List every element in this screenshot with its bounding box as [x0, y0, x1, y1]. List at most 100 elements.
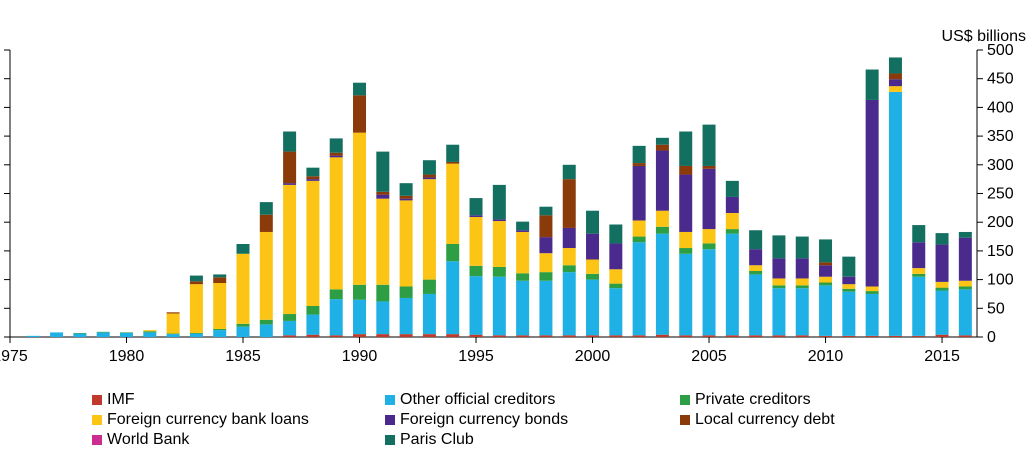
bar-segment-foreign-currency-bonds-2015 — [935, 244, 949, 282]
bar-segment-imf-1990 — [353, 334, 367, 337]
bar-segment-private-creditors-1998 — [539, 272, 553, 281]
bar-segment-private-creditors-1992 — [399, 286, 413, 298]
bar-segment-foreign-currency-bonds-1997 — [516, 230, 530, 232]
legend-label: World Bank — [107, 431, 190, 448]
bar-segment-paris-club-2011 — [842, 256, 856, 277]
bar-segment-imf-2016 — [958, 335, 972, 337]
bar-segment-imf-2011 — [842, 335, 856, 337]
bar-segment-foreign-currency-bank-loans-1996 — [492, 221, 506, 267]
bar-segment-paris-club-2005 — [702, 124, 716, 166]
bar-segment-private-creditors-1978 — [73, 332, 87, 334]
bar-segment-other-official-creditors-1985 — [236, 326, 250, 337]
legend-item-other-official-creditors: Other official creditors — [385, 391, 555, 409]
y-tick-label-450: 450 — [987, 71, 1014, 88]
bar-segment-local-currency-debt-1992 — [399, 195, 413, 199]
bar-segment-foreign-currency-bank-loans-2010 — [819, 276, 833, 283]
bar-segment-foreign-currency-bonds-1987 — [283, 183, 297, 185]
x-tick-label-2015: 2015 — [924, 348, 960, 365]
bar-segment-paris-club-2015 — [935, 233, 949, 245]
bar-segment-other-official-creditors-1986 — [259, 324, 273, 337]
bar-segment-foreign-currency-bank-loans-2000 — [586, 259, 600, 274]
bar-segment-paris-club-1996 — [492, 184, 506, 220]
x-tick-label-1985: 1985 — [225, 348, 261, 365]
bar-segment-paris-club-1983 — [189, 275, 203, 282]
bar-segment-other-official-creditors-1977 — [50, 332, 64, 337]
bar-segment-foreign-currency-bonds-2014 — [912, 242, 926, 269]
bar-segment-foreign-currency-bonds-2005 — [702, 168, 716, 230]
bar-segment-local-currency-debt-1994 — [446, 161, 460, 164]
bar-segment-paris-club-1992 — [399, 183, 413, 196]
bar-segment-foreign-currency-bonds-2001 — [609, 243, 623, 270]
bar-segment-paris-club-2007 — [749, 230, 763, 250]
legend-label: Foreign currency bonds — [400, 411, 569, 428]
bar-segment-local-currency-debt-1990 — [353, 95, 367, 133]
bar-segment-paris-club-1987 — [283, 131, 297, 152]
bar-segment-private-creditors-1983 — [189, 332, 203, 334]
bar-segment-paris-club-1991 — [376, 151, 390, 192]
bar-segment-imf-2012 — [865, 335, 879, 337]
bar-segment-other-official-creditors-1998 — [539, 280, 553, 336]
bar-segment-private-creditors-2000 — [586, 273, 600, 280]
legend-item-private-creditors: Private creditors — [680, 391, 811, 409]
bar-segment-local-currency-debt-2004 — [679, 165, 693, 175]
bar-segment-other-official-creditors-1995 — [469, 276, 483, 335]
bar-segment-foreign-currency-bank-loans-2001 — [609, 269, 623, 284]
bar-segment-private-creditors-1980 — [120, 332, 134, 333]
bar-segment-local-currency-debt-1989 — [329, 152, 343, 156]
bar-segment-imf-1997 — [516, 335, 530, 337]
bar-segment-foreign-currency-bank-loans-1990 — [353, 132, 367, 285]
bar-segment-imf-2014 — [912, 335, 926, 337]
bar-segment-foreign-currency-bonds-2002 — [632, 165, 646, 221]
bar-segment-foreign-currency-bonds-1993 — [422, 177, 436, 180]
bar-segment-local-currency-debt-1993 — [422, 174, 436, 178]
bar-segment-other-official-creditors-1996 — [492, 276, 506, 336]
bar-segment-foreign-currency-bank-loans-2008 — [772, 278, 786, 286]
bar-segment-imf-1998 — [539, 335, 553, 337]
bar-segment-foreign-currency-bank-loans-1981 — [143, 330, 157, 332]
legend-swatch — [92, 395, 102, 405]
y-axis-label: US$ billions — [942, 28, 1026, 45]
bar-segment-paris-club-1995 — [469, 198, 483, 216]
bar-segment-local-currency-debt-2013 — [888, 73, 902, 80]
bar-segment-paris-club-1989 — [329, 138, 343, 153]
bar-segment-foreign-currency-bonds-2009 — [795, 258, 809, 279]
bar-segment-foreign-currency-bank-loans-2009 — [795, 278, 809, 286]
bar-segment-local-currency-debt-1982 — [166, 312, 180, 314]
bar-segment-imf-2000 — [586, 335, 600, 337]
bar-segment-private-creditors-2008 — [772, 285, 786, 289]
bar-segment-private-creditors-1982 — [166, 333, 180, 335]
bar-segment-imf-1992 — [399, 334, 413, 337]
bar-segment-private-creditors-1987 — [283, 314, 297, 321]
bar-segment-other-official-creditors-1990 — [353, 299, 367, 335]
bar-segment-imf-2001 — [609, 335, 623, 337]
legend-swatch — [92, 415, 102, 425]
bar-segment-foreign-currency-bank-loans-2002 — [632, 220, 646, 237]
bar-segment-imf-2003 — [655, 334, 669, 337]
y-tick-label-400: 400 — [987, 99, 1014, 116]
bar-segment-paris-club-2009 — [795, 236, 809, 259]
bar-segment-local-currency-debt-1986 — [259, 214, 273, 232]
bar-segment-foreign-currency-bank-loans-1984 — [213, 283, 227, 329]
bar-segment-other-official-creditors-2016 — [958, 289, 972, 336]
bar-segment-private-creditors-2002 — [632, 236, 646, 243]
bar-segment-foreign-currency-bank-loans-2005 — [702, 229, 716, 244]
bar-segment-local-currency-debt-2003 — [655, 144, 669, 151]
legend-label: Paris Club — [400, 431, 474, 448]
bar-segment-paris-club-1998 — [539, 206, 553, 216]
bar-segment-private-creditors-1989 — [329, 289, 343, 300]
legend-swatch — [385, 415, 395, 425]
bar-segment-private-creditors-1991 — [376, 284, 390, 302]
bar-segment-foreign-currency-bank-loans-1993 — [422, 179, 436, 280]
legend-item-paris-club: Paris Club — [385, 431, 474, 449]
legend-item-foreign-currency-bonds: Foreign currency bonds — [385, 411, 568, 429]
bar-segment-foreign-currency-bank-loans-2004 — [679, 231, 693, 249]
bar-segment-other-official-creditors-1994 — [446, 261, 460, 335]
bar-segment-foreign-currency-bank-loans-1998 — [539, 253, 553, 273]
bar-segment-foreign-currency-bank-loans-1999 — [562, 248, 576, 266]
bar-segment-local-currency-debt-2010 — [819, 262, 833, 266]
x-tick-label-1980: 1980 — [109, 348, 145, 365]
bar-segment-paris-club-1994 — [446, 144, 460, 162]
bar-segment-private-creditors-2007 — [749, 270, 763, 275]
bar-segment-other-official-creditors-2000 — [586, 279, 600, 336]
bar-segment-foreign-currency-bank-loans-2007 — [749, 265, 763, 271]
